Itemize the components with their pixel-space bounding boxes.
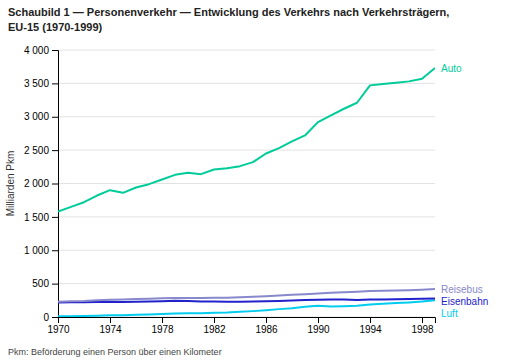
series-label: Auto — [441, 63, 462, 74]
grid-line — [58, 50, 435, 51]
x-tick: 1986 — [255, 317, 278, 335]
x-tick-label: 1970 — [47, 324, 70, 335]
y-tick-label: 4 000 — [24, 45, 49, 56]
y-tick-label: 2 500 — [24, 145, 49, 156]
y-tick-mark — [52, 250, 58, 251]
x-tick-label: 1982 — [203, 324, 226, 335]
grid — [58, 50, 435, 317]
y-tick: 3 500 — [24, 78, 58, 89]
x-tick-mark — [370, 317, 371, 323]
y-tick-label: 2 000 — [24, 178, 49, 189]
y-tick: 500 — [32, 278, 58, 289]
x-tick-label: 1986 — [255, 324, 278, 335]
grid-line — [58, 150, 435, 151]
y-tick-mark — [52, 83, 58, 84]
grid-line — [58, 216, 435, 217]
x-axis-line — [59, 318, 436, 324]
x-tick-label: 1994 — [359, 324, 382, 335]
x-tick-mark — [266, 317, 267, 323]
y-tick: 3 000 — [24, 111, 58, 122]
chart: Schaubild 1 — Personenverkehr — Entwickl… — [0, 0, 509, 361]
y-tick-label: 3 000 — [24, 111, 49, 122]
x-tick: 1990 — [307, 317, 330, 335]
y-tick: 2 000 — [24, 178, 58, 189]
y-tick-mark — [52, 50, 58, 51]
grid-line — [58, 250, 435, 251]
y-axis: 0 500 1 000 1 500 2 000 2 500 3 000 3 500 4 000 — [24, 45, 59, 323]
x-tick: 1982 — [203, 317, 226, 335]
grid-line — [58, 116, 435, 117]
x-tick-mark — [214, 317, 215, 323]
y-tick: 1 500 — [24, 212, 58, 223]
series-label: Eisenbahn — [441, 296, 488, 307]
lines — [58, 68, 435, 316]
series-line — [58, 289, 435, 302]
y-axis-line — [52, 51, 59, 318]
y-tick-label: 500 — [32, 278, 49, 289]
footnote: Pkm: Beförderung einen Person über einen… — [8, 347, 222, 357]
grid-line — [58, 183, 435, 184]
series-labels: Auto ReisebusEisenbahnLuft — [441, 63, 488, 319]
y-tick-mark — [52, 150, 58, 151]
x-tick: 1978 — [151, 317, 174, 335]
x-tick-mark — [110, 317, 111, 323]
x-tick-mark — [162, 317, 163, 323]
x-tick-label: 1974 — [99, 324, 122, 335]
x-tick-label: 1998 — [411, 324, 434, 335]
grid-line — [58, 283, 435, 284]
y-tick-mark — [52, 284, 58, 285]
y-tick-label: 0 — [43, 312, 49, 323]
subtitle: EU-15 (1970-1999) — [8, 21, 103, 33]
x-tick: 1998 — [411, 317, 434, 335]
x-tick: 1974 — [99, 317, 122, 335]
y-tick-label: 1 500 — [24, 212, 49, 223]
series-label: Reisebus — [441, 284, 483, 295]
plot: 1970 1974 1978 1982 1986 1990 1994 1998 0 500 1 00… — [24, 45, 488, 335]
y-tick: 1 000 — [24, 245, 58, 256]
y-tick: 0 — [43, 312, 58, 323]
y-axis-title: Milliarden Pkm — [5, 151, 16, 217]
x-tick: 1994 — [359, 317, 382, 335]
y-tick-mark — [52, 217, 58, 218]
x-tick-label: 1978 — [151, 324, 174, 335]
y-tick-mark — [52, 117, 58, 118]
x-tick: 1970 — [47, 317, 70, 335]
y-tick-label: 3 500 — [24, 78, 49, 89]
x-tick-label: 1990 — [307, 324, 330, 335]
y-tick-label: 1 000 — [24, 245, 49, 256]
x-tick-mark — [422, 317, 423, 323]
series-label: Luft — [441, 308, 458, 319]
y-tick-mark — [52, 184, 58, 185]
series-line — [58, 68, 435, 212]
title: Schaubild 1 — Personenverkehr — Entwickl… — [8, 6, 449, 18]
y-tick: 2 500 — [24, 145, 58, 156]
x-tick-mark — [318, 317, 319, 323]
y-tick: 4 000 — [24, 45, 58, 56]
y-tick-mark — [52, 317, 58, 318]
x-axis: 1970 1974 1978 1982 1986 1990 1994 1998 — [47, 317, 435, 335]
